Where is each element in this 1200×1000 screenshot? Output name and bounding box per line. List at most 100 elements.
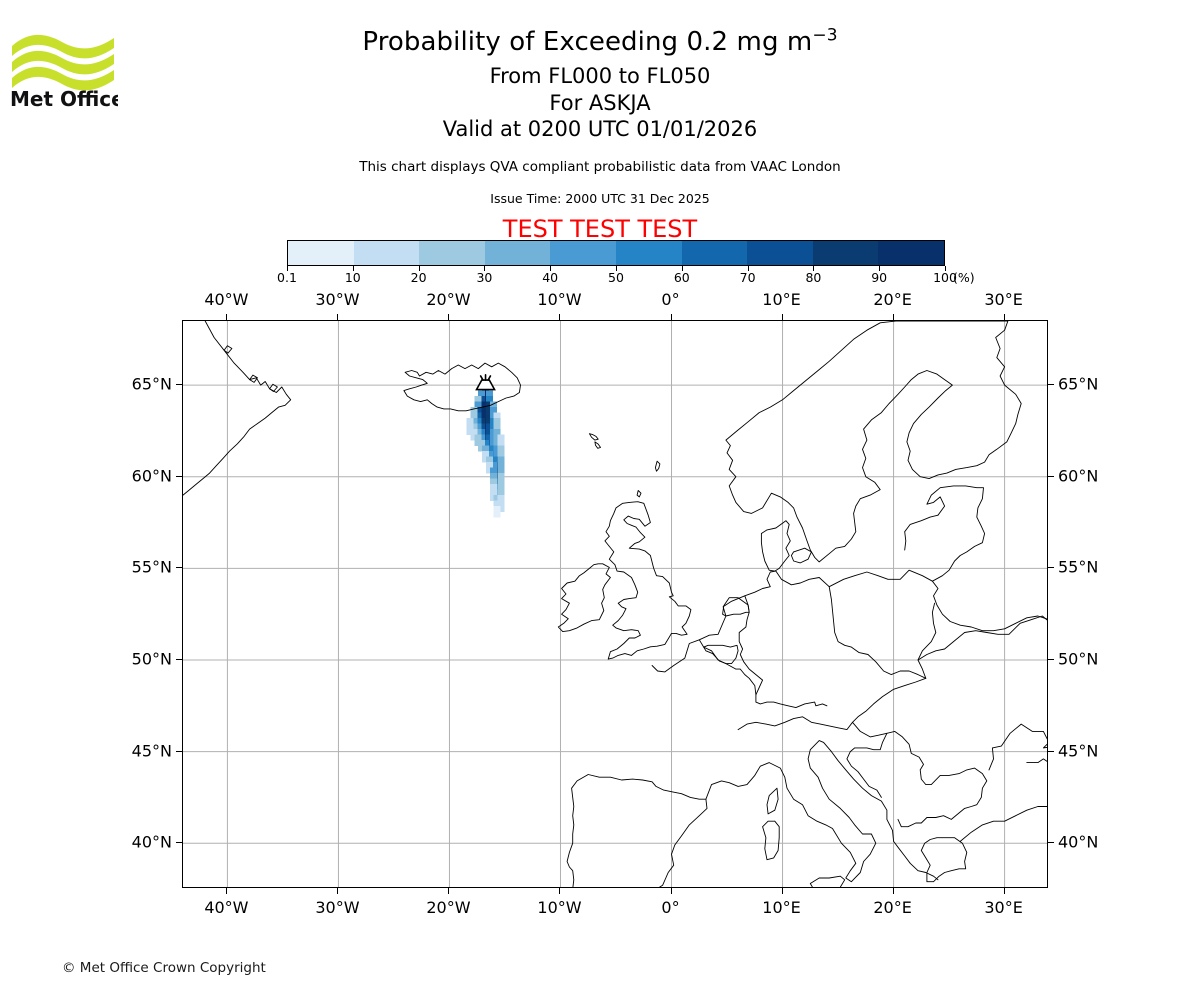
lat-tick-4-0 xyxy=(176,475,182,477)
coastline-greenland-east xyxy=(183,321,292,496)
lon-label-bottom-1: 30°W xyxy=(315,898,360,917)
lon-tick-1-0 xyxy=(337,314,339,320)
lat-label-left-4: 60°N xyxy=(131,466,172,486)
coastline-france-south xyxy=(705,740,939,883)
coastline-orkney xyxy=(636,490,642,498)
colorbar-segment-8 xyxy=(812,241,879,265)
coastline-turkey-north xyxy=(959,806,1047,842)
coastline-baltics-east xyxy=(926,485,986,582)
lon-tick-7-1 xyxy=(1003,888,1005,894)
lon-label-top-6: 20°E xyxy=(873,290,912,309)
colorbar-tick-label-3: 30 xyxy=(476,270,493,285)
coastline-france-east xyxy=(698,639,757,696)
coastline-faroe1 xyxy=(588,433,599,441)
coastline-corsica-sardinia xyxy=(766,787,779,815)
lon-tick-0-1 xyxy=(226,888,228,894)
lon-tick-3-1 xyxy=(559,888,561,894)
map-gridlines xyxy=(183,321,1047,887)
lat-tick-3-0 xyxy=(176,567,182,569)
coastline-gb xyxy=(604,501,692,660)
colorbar-tick-label-8: 80 xyxy=(805,270,822,285)
map-svg xyxy=(183,321,1047,887)
lon-label-bottom-3: 10°W xyxy=(537,898,582,917)
colorbar-segment-1 xyxy=(353,241,420,265)
colorbar-tick-1 xyxy=(352,266,354,271)
copyright-notice: © Met Office Crown Copyright xyxy=(62,960,266,976)
coastline-iceland xyxy=(403,362,521,412)
lat-tick-1-1 xyxy=(1048,750,1054,752)
lon-label-top-1: 30°W xyxy=(315,290,360,309)
lon-label-bottom-6: 20°E xyxy=(873,898,912,917)
lat-label-left-2: 50°N xyxy=(131,649,172,669)
colorbar-tick-label-7: 70 xyxy=(739,270,756,285)
lat-label-right-3: 55°N xyxy=(1058,557,1099,577)
plume-cell xyxy=(497,500,505,512)
lon-tick-4-1 xyxy=(670,888,672,894)
lat-tick-0-1 xyxy=(1048,842,1054,844)
test-banner: TEST TEST TEST xyxy=(502,215,698,243)
coastline-hungary-balkan xyxy=(852,721,988,828)
volcano-marker-icon xyxy=(475,374,496,391)
coastline-greece-aegean xyxy=(920,837,968,883)
coastline-iberia xyxy=(566,774,708,887)
lat-label-right-1: 45°N xyxy=(1058,741,1099,761)
colorbar-segment-0 xyxy=(288,241,354,265)
colorbar-tick-labels: 0.1 10 20 30 40 50 60 70 80 90 100 xyxy=(277,270,957,288)
plume-cell xyxy=(470,428,478,441)
logo-wave-2 xyxy=(12,50,114,75)
lat-label-right-4: 60°N xyxy=(1058,466,1099,486)
lat-label-right-2: 50°N xyxy=(1058,649,1099,669)
colorbar-tick-label-10: 100 xyxy=(933,270,957,285)
lon-label-bottom-2: 20°W xyxy=(426,898,471,917)
coastline-italy-sicily xyxy=(809,875,846,887)
lon-tick-5-1 xyxy=(781,888,783,894)
colorbar-tick-label-1: 10 xyxy=(344,270,361,285)
volcano-subtitle: For ASKJA xyxy=(549,91,651,115)
coastline-ireland xyxy=(557,563,611,633)
issue-time: Issue Time: 2000 UTC 31 Dec 2025 xyxy=(490,191,710,206)
lon-tick-1-1 xyxy=(337,888,339,894)
map-canvas xyxy=(182,320,1048,888)
lon-label-bottom-5: 10°E xyxy=(762,898,801,917)
lat-label-right-0: 40°N xyxy=(1058,832,1099,852)
colorbar-tick-8 xyxy=(813,266,815,271)
colorbar-segment-2 xyxy=(419,241,485,265)
lon-label-top-2: 20°W xyxy=(426,290,471,309)
colorbar-tick-9 xyxy=(879,266,881,271)
lat-label-left-1: 45°N xyxy=(131,741,172,761)
coastline-benelux xyxy=(722,597,750,617)
colorbar-tick-0 xyxy=(287,266,288,271)
colorbar-segment-9 xyxy=(878,241,944,265)
plume-cell xyxy=(474,434,482,446)
colorbar-ticks xyxy=(287,266,946,276)
page-title-text: Probability of Exceeding 0.2 mg m xyxy=(362,27,813,57)
lat-tick-5-0 xyxy=(176,384,182,386)
page-title: Probability of Exceeding 0.2 mg m−3 xyxy=(0,26,1200,58)
coastline-poland-cz xyxy=(828,586,927,679)
lon-tick-7-0 xyxy=(1003,314,1005,320)
lon-tick-3-0 xyxy=(559,314,561,320)
lon-label-top-4: 0° xyxy=(661,290,680,309)
coastline-france-iberia xyxy=(651,569,1047,673)
colorbar-tick-label-5: 50 xyxy=(608,270,624,285)
qva-note: This chart displays QVA compliant probab… xyxy=(359,159,841,175)
colorbar-tick-4 xyxy=(550,266,552,271)
colorbar-gradient xyxy=(287,240,945,266)
flight-level-subtitle: From FL000 to FL050 xyxy=(489,64,711,88)
lon-tick-2-1 xyxy=(448,888,450,894)
coastline-alps-border xyxy=(737,602,937,731)
lon-label-bottom-0: 40°W xyxy=(204,898,249,917)
lat-tick-2-1 xyxy=(1048,658,1054,660)
coastline-sardinia xyxy=(762,820,780,861)
lat-tick-5-1 xyxy=(1048,384,1054,386)
coastline-germany-west xyxy=(738,595,828,709)
lon-label-top-7: 30°E xyxy=(984,290,1023,309)
coastline-denmark-isl xyxy=(790,547,812,564)
colorbar-unit-label: (%) xyxy=(953,270,975,285)
lon-label-bottom-7: 30°E xyxy=(984,898,1023,917)
colorbar-tick-label-2: 20 xyxy=(410,270,427,285)
coastline-denmark xyxy=(760,520,791,572)
lon-tick-0-0 xyxy=(226,314,228,320)
coastline-faroe2 xyxy=(594,441,601,449)
